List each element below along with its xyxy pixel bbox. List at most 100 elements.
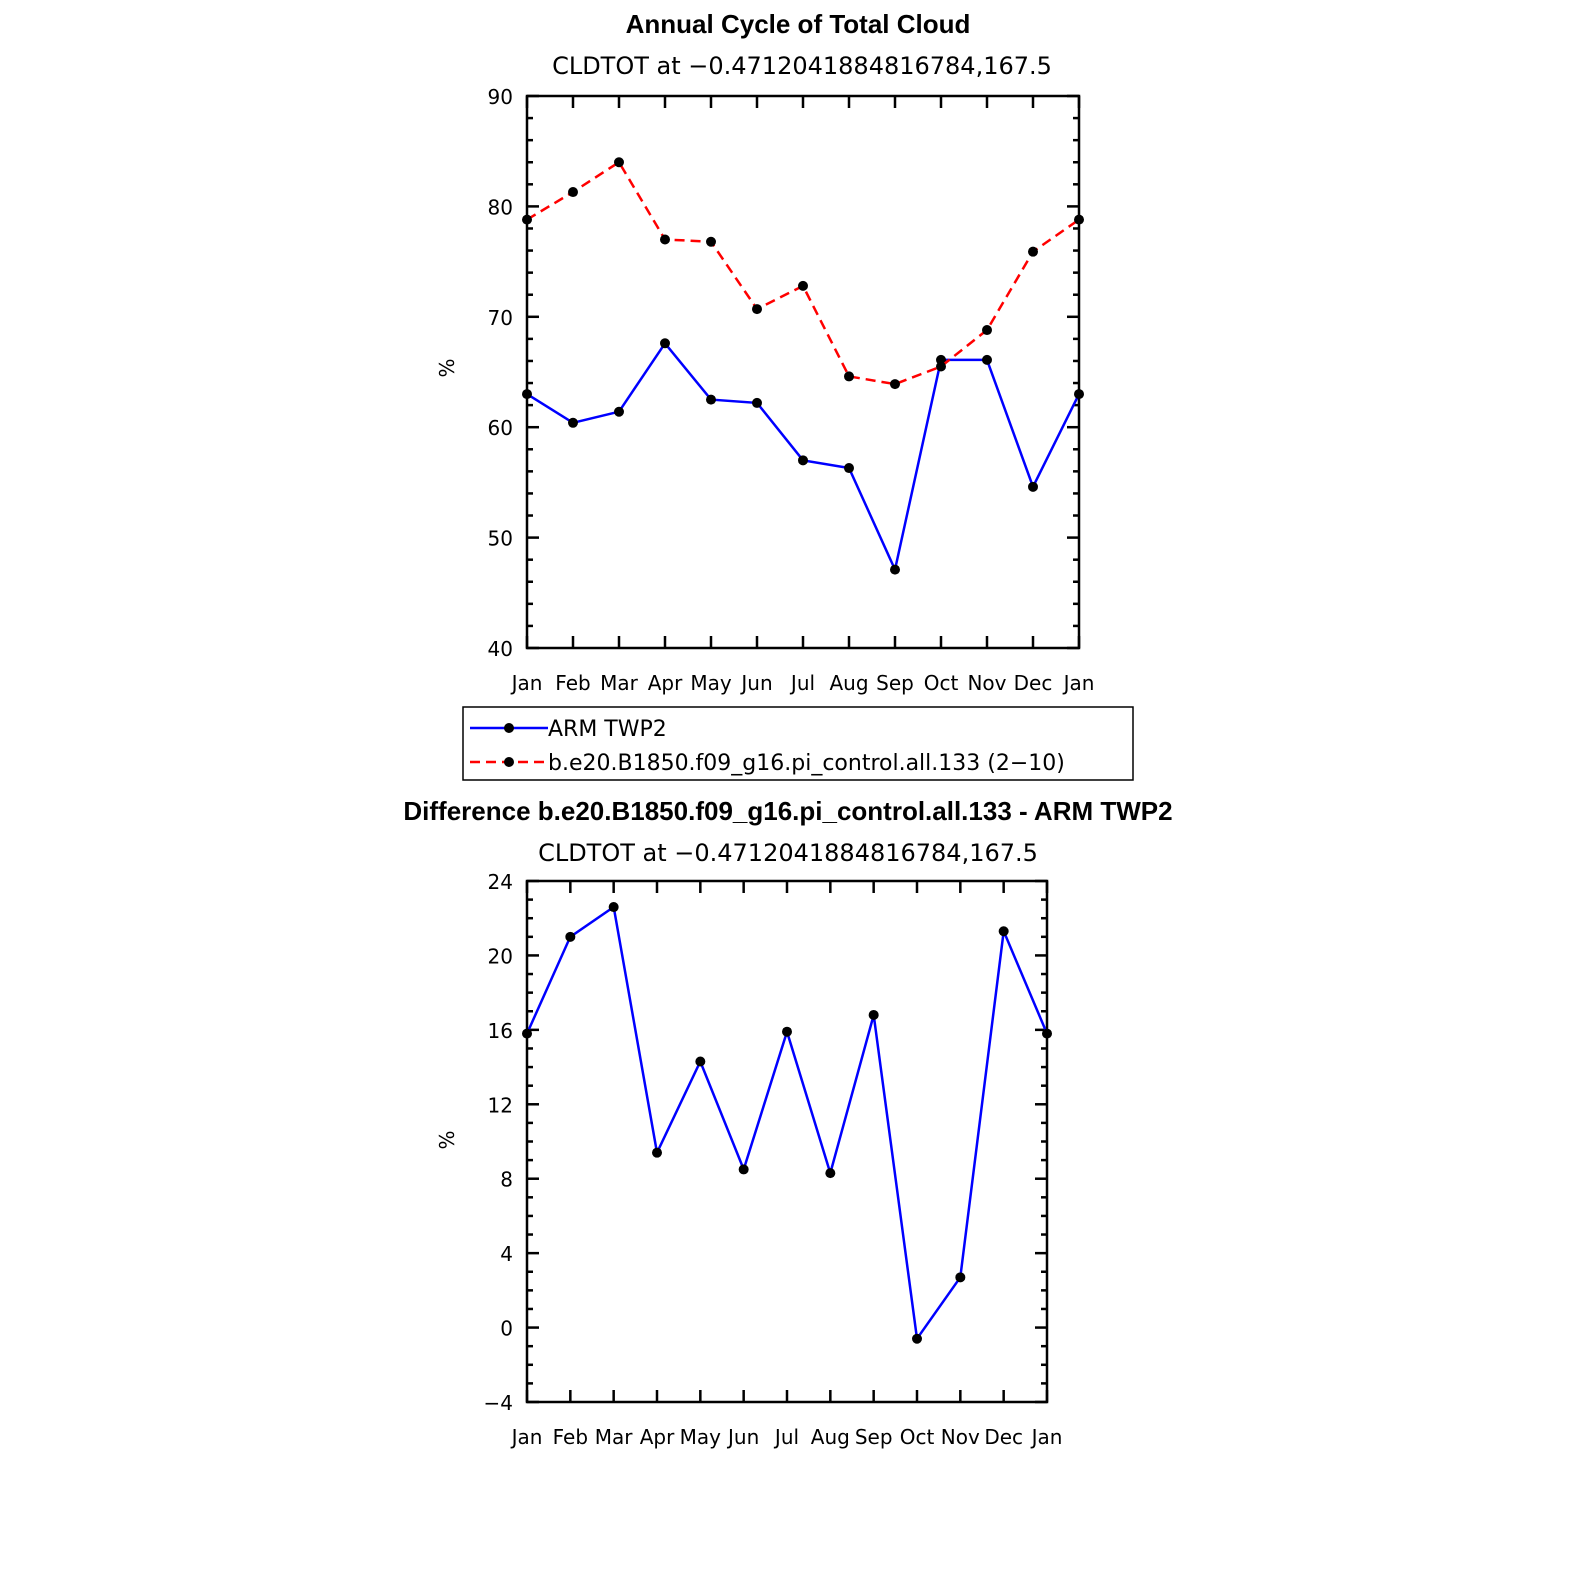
data-point-s0-1 <box>565 931 576 942</box>
data-point-s1-12 <box>1074 214 1084 225</box>
y-tick-label: 24 <box>488 870 513 894</box>
x-tick-label: Nov <box>967 671 1006 695</box>
data-point-s0-2 <box>614 406 624 417</box>
y-tick-label: −4 <box>484 1391 513 1415</box>
y-tick-label: 70 <box>488 306 513 330</box>
legend-box <box>462 706 1134 781</box>
x-tick-label: Jan <box>510 1425 543 1449</box>
x-tick-label: May <box>690 671 732 695</box>
annual-cycle-chart: Annual Cycle of Total Cloud CLDTOT at −0… <box>435 9 1094 695</box>
data-point-s0-9 <box>912 1333 922 1344</box>
y-tick-label: 80 <box>488 195 513 219</box>
data-point-s0-6 <box>798 455 808 466</box>
chart2-axes: −4 0 4 8 12 16 20 24 Jan Feb Mar Apr May Jun Jul Aug Sep… <box>484 870 1063 1449</box>
legend-marker-arm <box>504 723 514 733</box>
x-tick-label: Jul <box>789 671 815 695</box>
chart1-plot-area <box>522 157 1084 575</box>
x-tick-label: Jan <box>1030 1425 1063 1449</box>
y-tick-label: 60 <box>488 416 513 440</box>
y-tick-label: 90 <box>488 85 513 109</box>
y-tick-label: 4 <box>500 1242 513 1266</box>
x-tick-label: Dec <box>984 1425 1023 1449</box>
data-point-s0-12 <box>1042 1028 1052 1039</box>
x-tick-label: Apr <box>640 1425 675 1449</box>
x-tick-label: Aug <box>811 1425 850 1449</box>
data-point-s0-6 <box>782 1026 792 1037</box>
y-tick-label: 40 <box>488 637 513 661</box>
x-tick-label: Jun <box>739 671 772 695</box>
data-point-s1-10 <box>982 325 992 336</box>
data-point-s0-8 <box>890 564 900 575</box>
legend-marker-model <box>504 757 514 767</box>
data-point-s0-11 <box>998 926 1009 937</box>
data-point-s0-3 <box>660 338 670 349</box>
y-tick-label: 0 <box>500 1317 513 1341</box>
x-tick-label: Dec <box>1014 671 1053 695</box>
x-tick-label: May <box>680 1425 722 1449</box>
chart2-title: Difference b.e20.B1850.f09_g16.pi_contro… <box>403 796 1172 826</box>
data-point-s1-9 <box>936 361 946 372</box>
data-point-s0-0 <box>522 1028 532 1039</box>
chart1-subtitle: CLDTOT at −0.4712041884816784,167.5 <box>552 52 1052 80</box>
data-point-s1-8 <box>890 379 900 390</box>
data-point-s1-1 <box>568 187 578 198</box>
data-point-s0-11 <box>1028 481 1038 492</box>
data-point-s0-12 <box>1074 389 1084 400</box>
y-tick-label: 16 <box>488 1019 513 1043</box>
plot-frame <box>525 94 1081 650</box>
x-tick-label: Mar <box>595 1425 634 1449</box>
series-line-1 <box>526 160 1080 386</box>
difference-chart: Difference b.e20.B1850.f09_g16.pi_contro… <box>403 796 1172 1449</box>
chart1-axes: 40 50 60 70 80 90 Jan Feb Mar Apr May Jun Jul Aug Sep O… <box>488 85 1095 695</box>
x-tick-label: Jul <box>773 1425 799 1449</box>
y-tick-label: 50 <box>488 527 513 551</box>
data-point-s0-0 <box>522 389 532 400</box>
data-point-s0-10 <box>955 1272 966 1283</box>
x-tick-label: Aug <box>829 671 868 695</box>
data-point-s1-5 <box>752 304 762 315</box>
x-tick-label: Jun <box>726 1425 759 1449</box>
x-tick-label: Sep <box>876 671 914 695</box>
data-point-s0-7 <box>844 463 854 474</box>
x-tick-label: Oct <box>900 1425 935 1449</box>
data-point-s0-8 <box>868 1009 879 1020</box>
x-tick-label: Feb <box>555 671 590 695</box>
x-tick-label: Apr <box>648 671 683 695</box>
data-point-s1-2 <box>614 157 624 168</box>
x-tick-label: Oct <box>924 671 959 695</box>
x-tick-label: Sep <box>855 1425 893 1449</box>
data-point-s1-7 <box>844 371 854 382</box>
x-tick-label: Feb <box>553 1425 588 1449</box>
chart1-legend: ARM TWP2 b.e20.B1850.f09_g16.pi_control.… <box>462 706 1134 781</box>
chart1-ylabel: % <box>435 358 459 377</box>
legend-label-arm: ARM TWP2 <box>548 717 667 742</box>
x-tick-label: Nov <box>941 1425 980 1449</box>
data-point-s0-2 <box>608 902 619 913</box>
data-point-s0-10 <box>982 354 992 365</box>
data-point-s1-4 <box>706 236 716 247</box>
x-tick-label: Mar <box>600 671 639 695</box>
data-point-s0-7 <box>825 1168 836 1179</box>
y-tick-label: 8 <box>500 1168 513 1192</box>
data-point-s0-5 <box>752 397 762 408</box>
data-point-s0-5 <box>738 1164 749 1175</box>
y-tick-label: 12 <box>488 1093 513 1117</box>
data-point-s0-4 <box>695 1056 706 1067</box>
data-point-s0-4 <box>706 394 716 405</box>
chart2-ylabel: % <box>435 1130 459 1149</box>
plot-frame <box>525 879 1049 1404</box>
y-tick-label: 20 <box>488 944 513 968</box>
x-tick-label: Jan <box>510 671 543 695</box>
data-point-s0-3 <box>652 1147 662 1158</box>
legend-label-model: b.e20.B1850.f09_g16.pi_control.all.133 (… <box>548 751 1065 776</box>
x-tick-label: Jan <box>1062 671 1095 695</box>
series-line-0 <box>525 904 1049 1343</box>
chart2-subtitle: CLDTOT at −0.4712041884816784,167.5 <box>538 839 1038 867</box>
data-point-s1-6 <box>798 280 808 291</box>
chart1-title: Annual Cycle of Total Cloud <box>626 9 971 39</box>
data-point-s1-3 <box>660 234 670 245</box>
data-point-s0-1 <box>568 417 578 428</box>
data-point-s1-0 <box>522 214 532 225</box>
data-point-s1-11 <box>1028 246 1038 257</box>
